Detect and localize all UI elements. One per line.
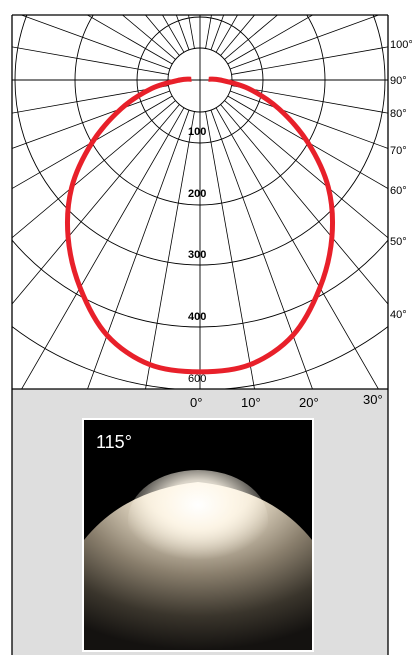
grid-spoke-m60 [12, 95, 173, 190]
bottom-label-30: 30° [363, 392, 383, 407]
radial-label-300: 300 [188, 249, 206, 261]
grid-spoke-80 [231, 85, 388, 114]
radial-label-200: 200 [188, 188, 206, 200]
angle-label-80: 80° [390, 108, 407, 120]
grid-spoke-30 [215, 107, 379, 389]
grid-spoke-60 [227, 95, 388, 190]
beam-angle-label: 115° [96, 432, 132, 452]
grid-spoke-m30 [21, 107, 185, 389]
grid-spoke-120 [227, 15, 314, 65]
bottom-label-10: 10° [241, 395, 261, 410]
bottom-label-0: 0° [190, 395, 202, 410]
grid-spoke-160 [210, 15, 225, 51]
radial-label-100: 100 [188, 126, 206, 138]
grid-spoke-m160 [175, 15, 190, 51]
grid-spoke-m140 [144, 15, 180, 56]
beam-light-image [84, 420, 312, 650]
grid-spoke-m10 [145, 111, 195, 389]
angle-label-70: 70° [390, 145, 407, 157]
grid-circle-4 [12, 239, 388, 328]
grid-spoke-40 [220, 104, 388, 305]
grid-spoke-m100 [12, 46, 169, 75]
radial-label-600: 600 [188, 373, 206, 385]
angle-label-40: 40° [390, 309, 407, 321]
grid-spoke-m120 [86, 15, 173, 65]
grid-spoke-m110 [20, 15, 171, 70]
grid-spoke-50 [224, 100, 388, 239]
bottom-label-20: 20° [299, 395, 319, 410]
grid-spoke-m50 [12, 100, 176, 239]
intensity-curve-layer [64, 76, 336, 375]
angle-label-60: 60° [390, 185, 407, 197]
angle-label-90: 90° [390, 75, 407, 87]
grid-spoke-m40 [12, 104, 180, 305]
beam-photo: 115° [82, 418, 314, 652]
grid-spoke-m20 [87, 109, 190, 389]
chart-labels: 100° 90° 80° 70° 60° 50° 40° 0° 10° 20° … [188, 39, 412, 410]
radial-label-400: 400 [188, 311, 206, 323]
grid-spoke-70 [229, 90, 388, 149]
grid-spoke-140 [220, 15, 256, 56]
grid-spoke-110 [229, 15, 380, 70]
grid-spoke-m80 [12, 85, 169, 114]
grid-spoke-10 [205, 111, 255, 389]
grid-spoke-m150 [162, 15, 185, 53]
intensity-curve [64, 76, 336, 375]
grid-spoke-20 [210, 109, 313, 389]
grid-spoke-130 [224, 15, 279, 60]
angle-label-50: 50° [390, 236, 407, 248]
grid-spoke-m70 [12, 90, 171, 149]
angle-label-100: 100° [390, 39, 412, 51]
grid-spoke-100 [231, 46, 388, 75]
